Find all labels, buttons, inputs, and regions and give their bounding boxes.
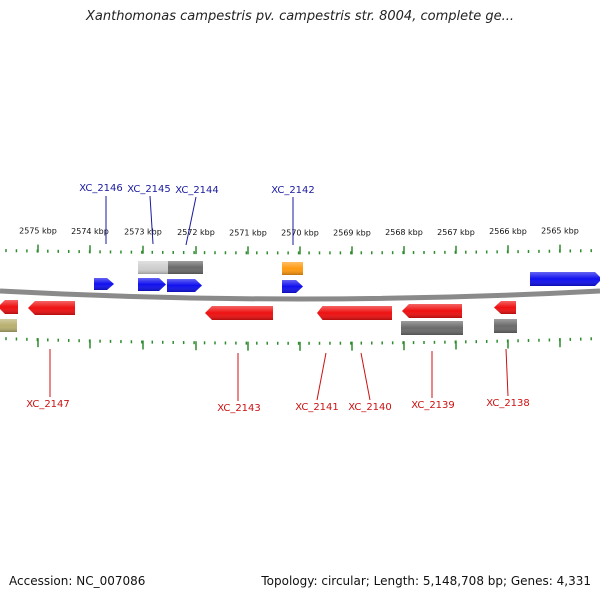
- gene-label-bottom[interactable]: XC_2139: [411, 400, 455, 411]
- kbp-tick-label: 2574 kbp: [71, 227, 109, 236]
- genome-summary-text: Topology: circular; Length: 5,148,708 bp…: [261, 574, 591, 588]
- gene-leader-line: [185, 196, 197, 246]
- gene-xc2144-arrow-shade: [167, 279, 202, 292]
- gene-leader-line: [505, 348, 509, 397]
- kbp-tick-label: 2570 kbp: [281, 228, 319, 237]
- gene-label-bottom[interactable]: XC_2140: [348, 402, 392, 413]
- gene-xc2141-arrow-shade: [317, 306, 333, 320]
- kbp-tick-label: 2568 kbp: [385, 228, 423, 237]
- gene-label-bottom[interactable]: XC_2143: [217, 403, 261, 414]
- gene-leader-line: [149, 195, 154, 245]
- gene-leader-line: [316, 352, 327, 401]
- kbp-tick-label: 2573 kbp: [124, 228, 162, 237]
- gene-label-bottom[interactable]: XC_2141: [295, 402, 339, 413]
- feature-block-orange-shade: [282, 262, 303, 275]
- feature-block-khaki-shade: [0, 319, 17, 332]
- accession-text: Accession: NC_007086: [9, 574, 146, 588]
- gene-leader-line: [360, 352, 371, 401]
- gene-label-top[interactable]: XC_2146: [79, 183, 123, 194]
- genome-backbone: [0, 288, 600, 302]
- gene-label-bottom[interactable]: XC_2138: [486, 398, 530, 409]
- gene-label-bottom[interactable]: XC_2147: [26, 399, 70, 410]
- feature-block-lightgray-shade: [138, 261, 168, 274]
- kbp-tick-label: 2575 kbp: [19, 227, 57, 236]
- gene-edge-right-arrow-shade: [530, 272, 600, 286]
- kbp-tick-label: 2567 kbp: [437, 228, 475, 237]
- feature-block-gray-right-shade: [494, 319, 517, 333]
- gene-label-top[interactable]: XC_2142: [271, 185, 315, 196]
- gene-labels: XC_2146 XC_2145 XC_2144 XC_2142 XC_2147 XC_21…: [26, 183, 530, 414]
- kbp-tick-label: 2565 kbp: [541, 227, 579, 236]
- kbp-tick-label: 2566 kbp: [489, 227, 527, 236]
- gene-xc2140-arrow-shade: [331, 306, 392, 320]
- gene-xc2143-arrow-shade: [205, 306, 273, 320]
- gene-label-top[interactable]: XC_2145: [127, 184, 171, 195]
- gene-features: [0, 261, 600, 335]
- gene-xc2145-arrow-shade: [138, 278, 166, 291]
- gene-xc2146-arrow-shade: [94, 278, 114, 290]
- gene-xc2138-arrow-shade: [494, 301, 516, 314]
- gene-label-top[interactable]: XC_2144: [175, 185, 219, 196]
- feature-block-gray-top-shade: [168, 261, 203, 274]
- kbp-tick-label: 2571 kbp: [229, 228, 267, 237]
- tick-marks: 2575 kbp 2574 kbp 2573 kbp 2572 kbp 2571 kbp…: [5, 227, 592, 351]
- gene-xc2142-arrow-shade: [282, 280, 303, 293]
- gene-xc2147-arrow-shade: [28, 301, 75, 315]
- kbp-tick-label: 2572 kbp: [177, 228, 215, 237]
- gene-xc2139-arrow-shade: [402, 304, 462, 318]
- feature-block-gray-bottom-shade: [401, 321, 463, 335]
- gene-edge-left-arrow-shade: [0, 300, 18, 314]
- map-title: Xanthomonas campestris pv. campestris st…: [86, 9, 514, 24]
- kbp-tick-label: 2569 kbp: [333, 228, 371, 237]
